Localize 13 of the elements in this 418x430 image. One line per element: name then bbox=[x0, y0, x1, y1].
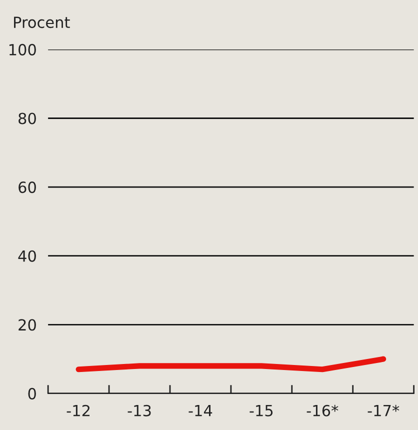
y-tick-label: 80 bbox=[18, 112, 36, 124]
x-tick-label: -17* bbox=[368, 404, 400, 416]
y-tick-label: 60 bbox=[18, 182, 36, 194]
y-tick-label: 0 bbox=[28, 388, 36, 400]
y-tick-label: 40 bbox=[18, 250, 36, 262]
y-tick-label: 100 bbox=[9, 44, 36, 56]
y-axis-title: Procent bbox=[14, 16, 70, 28]
x-tick-label: -15 bbox=[250, 405, 273, 416]
x-tick-label: -14 bbox=[188, 405, 212, 416]
y-tick-label: 20 bbox=[18, 319, 36, 331]
x-tick-label: -12 bbox=[66, 404, 90, 416]
x-tick-label: -13 bbox=[128, 404, 151, 416]
x-tick-label: -16* bbox=[306, 404, 338, 416]
